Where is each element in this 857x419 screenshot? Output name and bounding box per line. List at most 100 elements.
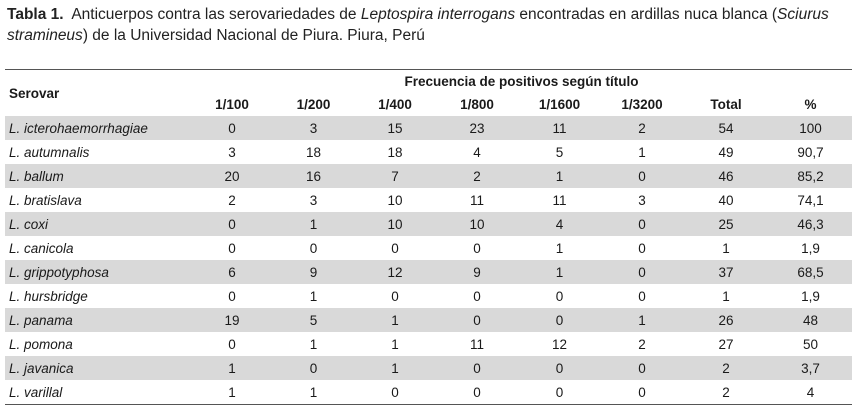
cell-value: 10 <box>387 192 403 208</box>
cell-value: 0 <box>601 260 683 284</box>
serovar-name: L. hursbridge <box>5 284 191 308</box>
cell-value: 1 <box>518 164 601 188</box>
table-body: L. icterohaemorrhagiae 0 3 15 23 11 2 54 100 L. a… <box>5 116 852 405</box>
table-row: L. icterohaemorrhagiae 0 3 15 23 11 2 54 100 <box>5 116 852 140</box>
serovar-genus: L. <box>9 120 21 136</box>
cell-value: 3 <box>309 192 318 208</box>
cell-value: 50 <box>802 336 819 352</box>
serovar-name: L. javanica <box>5 356 191 380</box>
column-header: 1/400 <box>378 96 412 112</box>
cell-value: 1 <box>273 212 354 236</box>
header-row-group: Serovar Frecuencia de positivos según tí… <box>5 69 852 101</box>
serovar-species: hursbridge <box>24 288 88 304</box>
cell-value: 1 <box>191 356 273 380</box>
cell-value: 46,3 <box>769 212 852 236</box>
cell-value: 11 <box>552 192 567 208</box>
cell-value: 4 <box>473 144 481 160</box>
cell-value: 2 <box>683 380 769 405</box>
cell-value: 0 <box>518 356 601 380</box>
serovar-name: L. autumnalis <box>5 140 191 164</box>
cell-value: 27 <box>718 336 734 352</box>
cell-value: 0 <box>436 380 518 405</box>
cell-value: 23 <box>436 116 518 140</box>
serovar-name: L. grippotyphosa <box>5 260 191 284</box>
cell-value: 1,9 <box>801 288 820 304</box>
cell-value: 1 <box>722 288 730 304</box>
cell-value: 0 <box>228 336 236 352</box>
table-row: L. panama 19 5 1 0 0 1 26 48 <box>5 308 852 332</box>
cell-value: 0 <box>436 308 518 332</box>
cell-value: 46 <box>683 164 769 188</box>
cell-value: 1 <box>518 260 601 284</box>
cell-value: 4 <box>518 212 601 236</box>
serovar-species: panama <box>24 312 73 328</box>
cell-value: 2 <box>436 164 518 188</box>
serovar-species: coxi <box>24 216 49 232</box>
cell-value: 12 <box>551 336 568 352</box>
serovar-name: L. bratislava <box>5 188 191 212</box>
cell-value: 5 <box>555 144 564 160</box>
serovar-species: autumnalis <box>24 144 90 160</box>
serovar-genus: L. <box>9 216 21 232</box>
cell-value: 2 <box>601 116 683 140</box>
caption-text-1: Anticuerpos contra las serovariedades de <box>71 6 361 23</box>
cell-value: 74,1 <box>797 192 824 208</box>
serovar-genus: L. <box>9 192 21 208</box>
serovar-genus: L. <box>9 288 21 304</box>
cell-value: 18 <box>387 144 403 160</box>
serovar-genus: L. <box>9 384 21 400</box>
cell-value: 5 <box>273 308 354 332</box>
column-header: 1/200 <box>296 96 331 112</box>
cell-value: 25 <box>683 212 769 236</box>
serovar-genus: L. <box>9 240 21 256</box>
serovar-genus: L. <box>9 144 21 160</box>
caption-label: Tabla 1. <box>7 6 64 23</box>
serovar-name: L. coxi <box>5 212 191 236</box>
cell-value: 26 <box>683 308 769 332</box>
column-header: 1/800 <box>460 96 494 112</box>
cell-value: 12 <box>354 260 436 284</box>
serovar-name: L. varillal <box>5 380 191 405</box>
cell-value: 3,7 <box>769 356 852 380</box>
cell-value: 1 <box>191 380 273 405</box>
cell-value: 0 <box>518 380 601 405</box>
cell-value: 90,7 <box>797 144 824 160</box>
table-row: L. bratislava 2 3 10 11 11 3 40 74,1 <box>5 188 852 212</box>
cell-value: 0 <box>601 380 683 405</box>
cell-value: 9 <box>273 260 354 284</box>
cell-value: 37 <box>683 260 769 284</box>
cell-value: 100 <box>769 116 852 140</box>
cell-value: 20 <box>191 164 273 188</box>
cell-value: 10 <box>354 212 436 236</box>
cell-value: 0 <box>391 240 399 256</box>
cell-value: 15 <box>354 116 436 140</box>
serovar-genus: L. <box>9 336 21 352</box>
cell-value: 10 <box>436 212 518 236</box>
cell-value: 0 <box>638 288 646 304</box>
cell-value: 0 <box>354 380 436 405</box>
table-row: L. javanica 1 0 1 0 0 0 2 3,7 <box>5 356 852 380</box>
cell-value: 1 <box>309 336 318 352</box>
column-header: 1/100 <box>215 96 249 112</box>
caption-text-2: encontradas en ardillas nuca blanca ( <box>515 6 778 23</box>
cell-value: 0 <box>228 288 236 304</box>
cell-value: 4 <box>769 380 852 405</box>
cell-value: 1 <box>354 308 436 332</box>
table-row: L. canicola 0 0 0 0 1 0 1 1,9 <box>5 236 852 260</box>
cell-value: 2 <box>683 356 769 380</box>
cell-value: 2 <box>638 336 646 352</box>
table-row: L. ballum 20 16 7 2 1 0 46 85,2 <box>5 164 852 188</box>
cell-value: 1 <box>638 144 646 160</box>
cell-value: 0 <box>391 288 399 304</box>
cell-value: 1 <box>354 356 436 380</box>
cell-value: 11 <box>469 336 484 352</box>
serovar-species: canicola <box>24 240 74 256</box>
cell-value: 68,5 <box>769 260 852 284</box>
caption-italic-1: Leptospira interrogans <box>360 6 516 23</box>
table-caption: Tabla 1. Anticuerpos contra las serovari… <box>7 4 852 46</box>
table-row: L. autumnalis 3 18 18 4 5 1 49 90,7 <box>5 140 852 164</box>
serovar-species: varillal <box>24 384 63 400</box>
table-row: L. hursbridge 0 1 0 0 0 0 1 1,9 <box>5 284 852 308</box>
cell-value: 0 <box>638 240 646 256</box>
cell-value: 7 <box>354 164 436 188</box>
